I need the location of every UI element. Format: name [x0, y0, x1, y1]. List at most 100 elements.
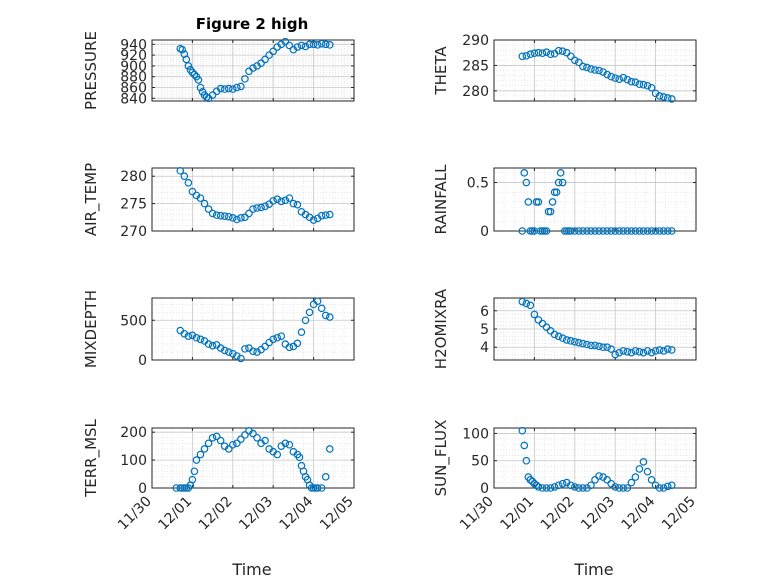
- data-point: [522, 456, 531, 465]
- data-point: [663, 345, 672, 353]
- data-point: [579, 484, 587, 492]
- data-point: [663, 482, 672, 491]
- data-point: [190, 467, 199, 476]
- data-point: [639, 80, 648, 89]
- data-point: [317, 484, 326, 492]
- data-point: [647, 83, 656, 92]
- data-point: [249, 429, 257, 438]
- y-tick-label: 840: [120, 91, 147, 107]
- data-point: [208, 341, 217, 350]
- data-point: [241, 75, 249, 83]
- data-point: [321, 311, 330, 320]
- data-point: [635, 80, 644, 89]
- data-point: [615, 227, 624, 235]
- data-point: [216, 344, 225, 352]
- data-point: [180, 172, 189, 181]
- data-point: [619, 484, 628, 492]
- y-tick-label: 280: [120, 169, 147, 185]
- data-point: [224, 348, 233, 356]
- data-point: [615, 75, 624, 83]
- data-point: [212, 211, 221, 219]
- data-point: [659, 93, 668, 101]
- data-point: [241, 431, 249, 439]
- data-point: [603, 227, 611, 235]
- y-axis-label: H2OMIXRA: [432, 288, 450, 369]
- data-point: [566, 337, 575, 345]
- y-axis-label: TERR_MSL: [82, 418, 101, 497]
- data-point: [639, 227, 648, 235]
- data-point: [627, 348, 636, 357]
- axes-box: [493, 427, 697, 489]
- y-tick-label: 6: [480, 304, 489, 320]
- axes-box: [493, 39, 697, 102]
- data-point: [520, 441, 529, 450]
- data-point: [200, 445, 209, 453]
- data-point: [317, 211, 326, 220]
- data-point: [216, 436, 225, 445]
- data-point: [663, 94, 672, 102]
- data-point: [587, 227, 595, 235]
- data-point: [188, 68, 197, 77]
- x-tick-label: 11/30: [457, 494, 497, 534]
- y-tick-label: 285: [462, 58, 489, 74]
- data-point: [295, 453, 304, 462]
- data-point: [542, 48, 551, 57]
- y-tick-label: 860: [120, 81, 147, 97]
- data-point: [192, 456, 201, 464]
- data-point: [273, 195, 282, 204]
- data-point: [233, 352, 241, 360]
- data-point: [627, 227, 636, 235]
- x-tick-label: 12/04: [277, 493, 317, 533]
- y-axis-label: AIR_TEMP: [82, 163, 101, 236]
- x-tick-label: 12/05: [659, 494, 699, 534]
- y-tick-label: 0: [138, 353, 147, 369]
- data-point: [188, 187, 197, 196]
- data-point: [528, 477, 537, 486]
- data-point: [224, 212, 233, 221]
- data-point: [261, 202, 269, 211]
- data-point: [579, 227, 587, 235]
- axes-box: [493, 167, 697, 232]
- x-tick-label: 12/01: [497, 494, 537, 534]
- data-point: [297, 328, 306, 336]
- y-tick-label: 0: [480, 481, 489, 497]
- data-point: [257, 203, 265, 212]
- data-point: [647, 476, 656, 484]
- y-axis-label: THETA: [432, 46, 450, 96]
- data-point: [520, 169, 529, 177]
- data-point: [321, 211, 330, 219]
- data-point: [309, 40, 318, 49]
- data-point: [253, 348, 261, 356]
- data-point: [317, 39, 326, 48]
- y-tick-label: 290: [462, 33, 489, 49]
- data-point: [538, 484, 547, 492]
- data-point: [554, 332, 563, 341]
- data-point: [566, 481, 575, 490]
- data-point: [558, 178, 567, 187]
- data-point: [607, 345, 615, 353]
- y-tick-label: 0: [480, 224, 489, 240]
- data-point: [184, 62, 193, 70]
- data-point: [233, 215, 241, 224]
- data-point: [518, 297, 527, 306]
- data-point: [534, 198, 543, 206]
- data-point: [532, 481, 541, 490]
- y-tick-label: 4: [480, 340, 489, 356]
- axes-box: [151, 39, 355, 102]
- data-point: [667, 95, 676, 103]
- y-tick-label: 100: [120, 453, 147, 469]
- data-point: [550, 483, 559, 491]
- data-point: [293, 43, 302, 51]
- data-point: [631, 347, 640, 355]
- data-point: [237, 354, 245, 363]
- y-axis-label: SUN_FLUX: [432, 420, 451, 497]
- y-tick-label: 50: [471, 454, 489, 470]
- y-tick-label: 100: [462, 426, 489, 442]
- data-point: [631, 227, 640, 235]
- data-point: [619, 227, 628, 235]
- data-point: [599, 227, 607, 235]
- data-point: [587, 481, 595, 490]
- data-point: [293, 339, 302, 348]
- data-point: [575, 338, 583, 347]
- y-axis-label: MIXDEPTH: [82, 290, 100, 368]
